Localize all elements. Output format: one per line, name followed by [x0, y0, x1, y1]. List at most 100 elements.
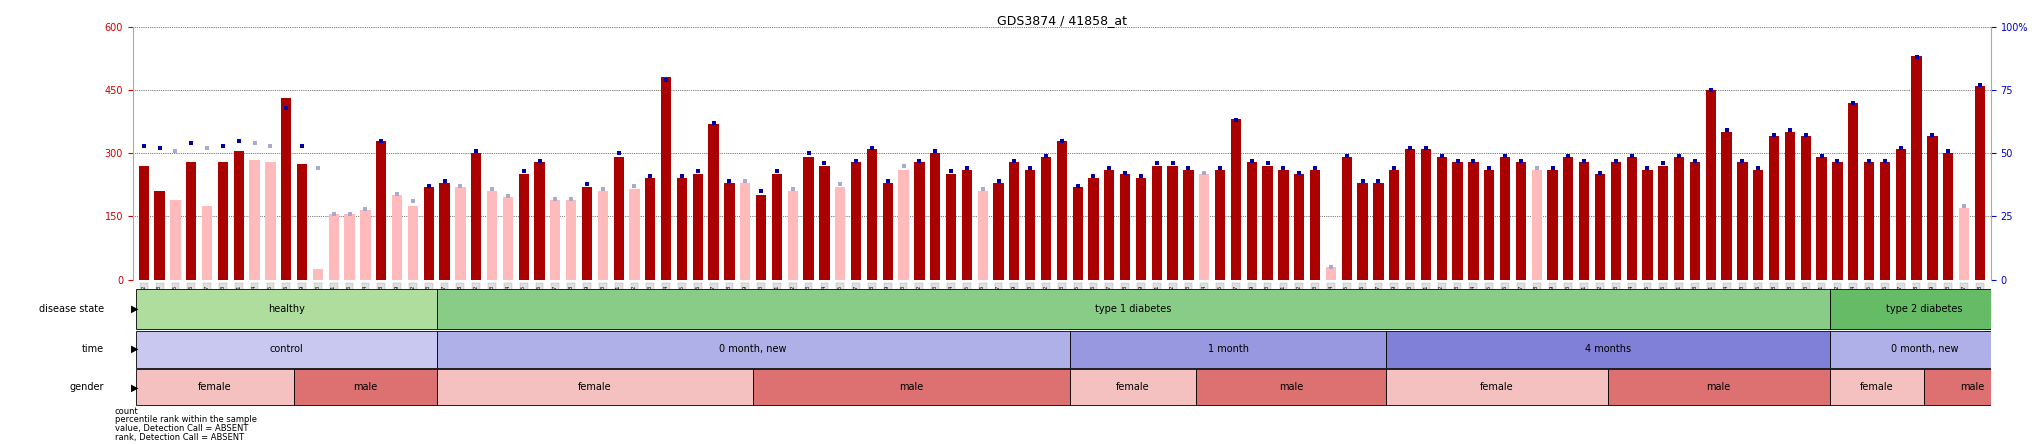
Bar [753, 369, 1070, 405]
Bar [1881, 162, 1891, 280]
Bar [772, 174, 782, 280]
Bar [392, 195, 402, 280]
Point [1141, 160, 1174, 167]
Bar [709, 124, 719, 280]
Point [1662, 152, 1695, 159]
Point [1552, 152, 1585, 159]
Bar [1501, 158, 1511, 280]
Bar [1374, 183, 1384, 280]
Bar [437, 289, 1830, 329]
Bar [1135, 178, 1146, 280]
Point [1585, 170, 1617, 177]
Text: disease state: disease state [39, 304, 104, 314]
Point [586, 185, 619, 192]
Bar [1025, 170, 1035, 280]
Bar [1801, 136, 1811, 280]
Bar [992, 183, 1005, 280]
Point [1235, 157, 1268, 164]
Point [886, 163, 919, 170]
Bar [1168, 166, 1178, 280]
Point [429, 178, 461, 185]
Bar [1009, 162, 1019, 280]
Point [1599, 157, 1632, 164]
Text: female: female [1480, 382, 1513, 392]
Point [1648, 160, 1681, 167]
Bar [582, 187, 592, 280]
Text: 0 month, new: 0 month, new [1891, 344, 1958, 354]
Bar [359, 210, 370, 280]
Bar [1485, 170, 1495, 280]
Bar [104, 425, 112, 432]
Bar [1421, 149, 1431, 280]
Point [1205, 165, 1237, 172]
Bar [1548, 170, 1558, 280]
Point [966, 185, 999, 192]
Point [570, 180, 602, 187]
Bar [1311, 170, 1321, 280]
Bar [1832, 162, 1842, 280]
Bar [104, 434, 112, 440]
Point [349, 205, 382, 212]
Bar [1452, 162, 1462, 280]
Bar [265, 162, 276, 280]
Bar [1199, 174, 1209, 280]
Point [270, 104, 302, 111]
Point [1821, 157, 1854, 164]
Title: GDS3874 / 41858_at: GDS3874 / 41858_at [996, 14, 1127, 27]
Bar [882, 183, 892, 280]
Text: ▶: ▶ [131, 304, 139, 314]
Bar [945, 174, 956, 280]
Bar [1754, 170, 1764, 280]
Point [950, 165, 982, 172]
Bar [249, 159, 259, 280]
Point [492, 193, 525, 200]
Point [302, 165, 335, 172]
Point [682, 167, 715, 174]
Text: value, Detection Call = ABSENT: value, Detection Call = ABSENT [114, 424, 247, 433]
Point [1346, 178, 1378, 185]
Bar [929, 153, 941, 280]
Point [903, 157, 935, 164]
Bar [645, 178, 655, 280]
Bar [137, 330, 437, 368]
Bar [155, 191, 165, 280]
Bar [169, 200, 180, 280]
Point [1725, 157, 1758, 164]
Point [1458, 157, 1491, 164]
Point [1378, 165, 1411, 172]
Bar [1342, 158, 1352, 280]
Bar [662, 77, 672, 280]
Bar [294, 369, 437, 405]
Bar [1072, 187, 1082, 280]
Bar [282, 99, 292, 280]
Bar [1088, 178, 1099, 280]
Bar [1738, 162, 1748, 280]
Bar [486, 191, 496, 280]
Point [1948, 203, 1981, 210]
Bar [566, 200, 576, 280]
Point [649, 76, 682, 83]
Bar [1468, 162, 1478, 280]
Bar [312, 269, 323, 280]
Bar [598, 191, 609, 280]
Bar [1215, 170, 1225, 280]
Point [1172, 165, 1205, 172]
Bar [1387, 330, 1830, 368]
Point [206, 142, 239, 149]
Text: percentile rank within the sample: percentile rank within the sample [114, 416, 257, 424]
Point [619, 182, 651, 190]
Text: male: male [898, 382, 923, 392]
Point [872, 178, 905, 185]
Point [523, 157, 555, 164]
Bar [1119, 174, 1131, 280]
Text: female: female [1117, 382, 1150, 392]
Bar [1785, 132, 1795, 280]
Text: rank, Detection Call = ABSENT: rank, Detection Call = ABSENT [114, 432, 243, 441]
Bar [1564, 158, 1574, 280]
Bar [437, 369, 753, 405]
Point [1915, 132, 1948, 139]
Point [999, 157, 1031, 164]
Bar [1231, 119, 1242, 280]
Bar [439, 183, 449, 280]
Bar [756, 195, 766, 280]
